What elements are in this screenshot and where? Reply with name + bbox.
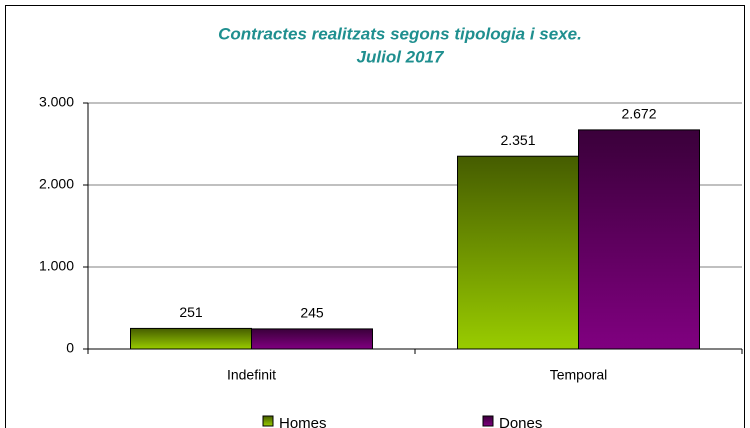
y-tick-label: 1.000 (39, 258, 74, 274)
value-label: 2.672 (621, 106, 656, 122)
bar (578, 129, 700, 350)
y-tick-label: 0 (66, 340, 74, 356)
legend-label: Homes (279, 415, 327, 428)
legend-label: Dones (499, 415, 542, 428)
chart-title: Contractes realitzats segons tipologia i… (218, 24, 582, 43)
x-tick-label: Indefinit (227, 367, 276, 383)
y-tick-label: 2.000 (39, 176, 74, 192)
chart-subtitle: Juliol 2017 (357, 47, 445, 66)
value-label: 245 (300, 305, 324, 321)
bar (251, 328, 373, 350)
y-tick-label: 3.000 (39, 94, 74, 110)
bar (130, 327, 252, 350)
x-tick-label: Temporal (550, 367, 608, 383)
legend-swatch (262, 415, 274, 427)
bar (457, 155, 580, 350)
value-label: 2.351 (500, 132, 535, 148)
value-label: 251 (179, 304, 203, 320)
legend-swatch (482, 415, 494, 427)
